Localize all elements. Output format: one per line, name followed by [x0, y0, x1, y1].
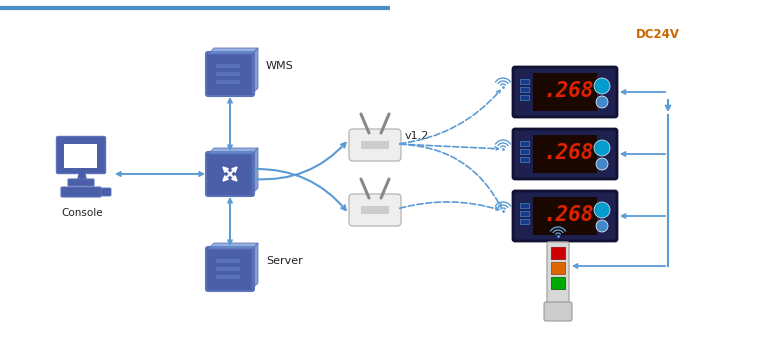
- Bar: [520, 203, 529, 208]
- Bar: [520, 141, 529, 146]
- Bar: [520, 95, 529, 100]
- Polygon shape: [208, 48, 258, 54]
- Polygon shape: [77, 172, 87, 180]
- Bar: [533, 135, 597, 173]
- Polygon shape: [252, 48, 258, 94]
- Bar: [520, 157, 529, 162]
- Circle shape: [594, 78, 610, 94]
- Bar: [551, 262, 565, 274]
- Bar: [533, 197, 597, 235]
- Circle shape: [596, 158, 608, 170]
- Bar: [533, 73, 597, 111]
- Bar: [551, 277, 565, 289]
- FancyBboxPatch shape: [206, 152, 254, 196]
- Bar: [64, 144, 97, 168]
- Bar: [520, 79, 529, 84]
- FancyBboxPatch shape: [101, 188, 111, 196]
- Bar: [216, 267, 240, 271]
- FancyBboxPatch shape: [61, 187, 101, 197]
- Text: Server: Server: [266, 256, 303, 266]
- Polygon shape: [208, 148, 258, 154]
- Text: .268: .268: [544, 81, 594, 101]
- FancyBboxPatch shape: [513, 191, 617, 241]
- FancyBboxPatch shape: [544, 302, 572, 321]
- Bar: [216, 72, 240, 76]
- Circle shape: [594, 202, 610, 218]
- Bar: [361, 141, 389, 149]
- FancyBboxPatch shape: [68, 179, 94, 186]
- Text: .268: .268: [544, 143, 594, 163]
- Bar: [216, 259, 240, 263]
- Text: .268: .268: [544, 205, 594, 225]
- Bar: [216, 80, 240, 84]
- Bar: [520, 211, 529, 216]
- Bar: [216, 275, 240, 279]
- FancyBboxPatch shape: [206, 52, 254, 96]
- Circle shape: [596, 96, 608, 108]
- Text: WMS: WMS: [266, 61, 293, 71]
- Bar: [520, 87, 529, 92]
- Bar: [361, 206, 389, 214]
- FancyBboxPatch shape: [513, 67, 617, 117]
- Text: Console: Console: [61, 208, 103, 218]
- FancyBboxPatch shape: [57, 136, 105, 174]
- Polygon shape: [252, 148, 258, 194]
- Polygon shape: [208, 243, 258, 249]
- Bar: [216, 64, 240, 68]
- FancyBboxPatch shape: [547, 242, 569, 306]
- Circle shape: [594, 140, 610, 156]
- FancyBboxPatch shape: [206, 247, 254, 291]
- FancyBboxPatch shape: [349, 129, 401, 161]
- Text: v1.2: v1.2: [405, 131, 429, 141]
- Bar: [551, 247, 565, 259]
- FancyBboxPatch shape: [349, 194, 401, 226]
- Polygon shape: [252, 243, 258, 289]
- Bar: [520, 149, 529, 154]
- Text: DC24V: DC24V: [636, 28, 680, 41]
- Circle shape: [596, 220, 608, 232]
- Bar: [520, 219, 529, 224]
- FancyBboxPatch shape: [513, 129, 617, 179]
